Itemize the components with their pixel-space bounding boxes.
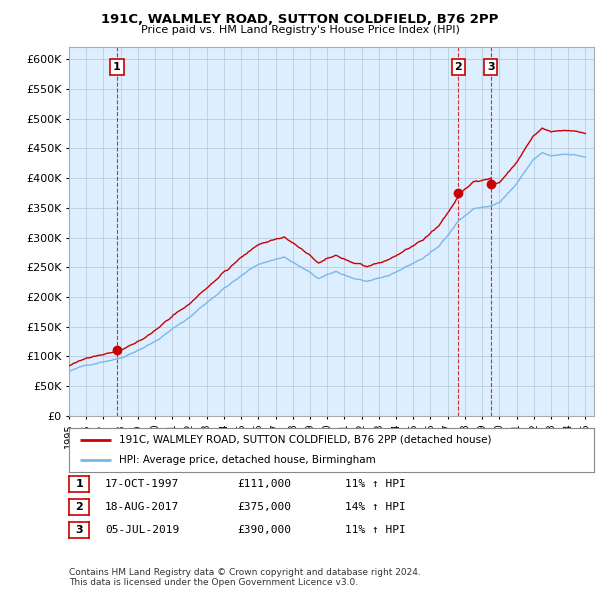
Text: 1: 1 (76, 479, 83, 489)
Text: 191C, WALMLEY ROAD, SUTTON COLDFIELD, B76 2PP: 191C, WALMLEY ROAD, SUTTON COLDFIELD, B7… (101, 13, 499, 26)
Text: 1: 1 (113, 62, 121, 72)
Text: 3: 3 (487, 62, 494, 72)
Text: 2: 2 (76, 502, 83, 512)
Text: 191C, WALMLEY ROAD, SUTTON COLDFIELD, B76 2PP (detached house): 191C, WALMLEY ROAD, SUTTON COLDFIELD, B7… (119, 435, 491, 445)
Text: 17-OCT-1997: 17-OCT-1997 (105, 479, 179, 489)
Text: 11% ↑ HPI: 11% ↑ HPI (345, 525, 406, 535)
Text: 18-AUG-2017: 18-AUG-2017 (105, 502, 179, 512)
Text: Price paid vs. HM Land Registry's House Price Index (HPI): Price paid vs. HM Land Registry's House … (140, 25, 460, 35)
Text: HPI: Average price, detached house, Birmingham: HPI: Average price, detached house, Birm… (119, 455, 376, 465)
Text: £390,000: £390,000 (237, 525, 291, 535)
Text: 3: 3 (76, 525, 83, 535)
Text: £375,000: £375,000 (237, 502, 291, 512)
Text: £111,000: £111,000 (237, 479, 291, 489)
Text: 11% ↑ HPI: 11% ↑ HPI (345, 479, 406, 489)
Text: 2: 2 (454, 62, 462, 72)
Text: 05-JUL-2019: 05-JUL-2019 (105, 525, 179, 535)
Text: 14% ↑ HPI: 14% ↑ HPI (345, 502, 406, 512)
Text: Contains HM Land Registry data © Crown copyright and database right 2024.
This d: Contains HM Land Registry data © Crown c… (69, 568, 421, 587)
